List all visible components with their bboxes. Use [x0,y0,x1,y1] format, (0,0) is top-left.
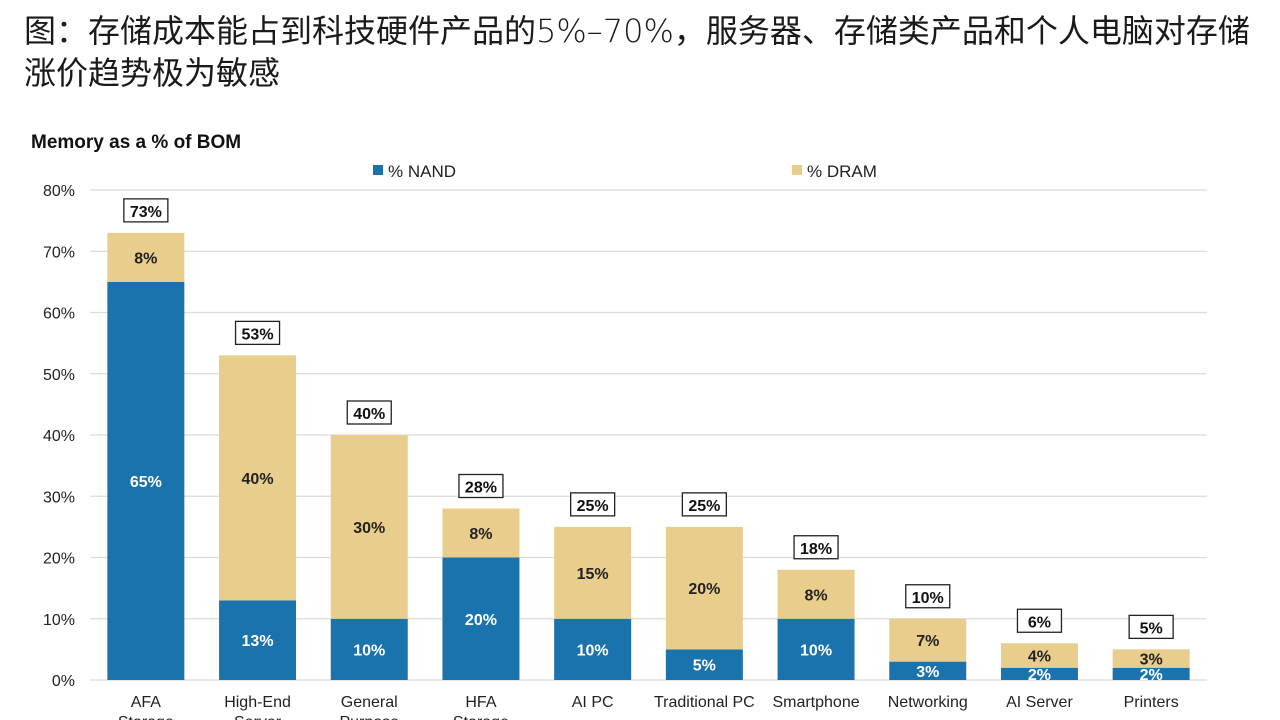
x-tick-label: AFAStorage [118,694,174,720]
legend-label-nand: % NAND [388,162,456,181]
legend-swatch-nand [373,165,383,175]
total-label: 25% [688,498,720,515]
total-label-box [793,535,839,560]
data-label: 15% [577,566,609,583]
data-label: 40% [242,471,274,488]
y-tick-label: 60% [43,306,75,323]
data-label: 2% [1028,667,1051,684]
bar-segment-dram [1000,643,1078,668]
total-label: 53% [242,326,274,343]
total-label-box [1016,608,1063,633]
x-tick-label: High-EndServer [224,694,291,720]
total-label: 10% [912,590,944,607]
x-tick-label: Printers [1124,694,1179,711]
bar-segment-dram [107,232,185,282]
y-tick-label: 40% [43,428,75,445]
data-label: 8% [469,526,492,543]
bar-segment-dram [330,435,408,619]
total-label-box [458,473,504,499]
total-label: 40% [353,406,385,423]
bar-segment-dram [1112,649,1190,668]
total-label: 5% [1140,620,1163,637]
legend-swatch-dram [792,165,802,175]
data-label: 3% [1140,652,1163,669]
y-tick-label: 50% [43,367,75,384]
bar-segment-dram [777,569,855,619]
y-tick-label: 30% [43,489,75,506]
total-label: 73% [130,204,162,221]
data-label: 10% [577,642,609,659]
bar-segment-nand [330,618,408,680]
data-label: 10% [353,642,385,659]
data-label: 5% [693,658,716,675]
data-label: 30% [353,520,385,537]
legend-label-dram: % DRAM [807,162,877,181]
total-label-box [905,584,951,609]
data-label: 20% [688,581,720,598]
bar-segment-nand [554,618,632,680]
y-tick-label: 20% [43,551,75,568]
y-tick-label: 70% [43,244,75,261]
total-label: 6% [1028,614,1051,631]
bar-segment-nand [1000,667,1078,680]
x-tick-label: HFAStorage [453,694,509,720]
bar-segment-nand [442,557,520,680]
data-label: 4% [1028,649,1051,666]
x-tick-label: Networking [888,694,968,711]
y-tick-label: 10% [43,612,75,629]
data-label: 13% [242,633,274,650]
bar-segment-nand [107,281,185,680]
y-tick-label: 80% [43,183,75,200]
total-label: 25% [577,498,609,515]
bar-segment-dram [442,508,520,558]
bar-segment-nand [665,649,743,680]
legend: % NAND % DRAM [373,162,877,181]
data-label: 8% [134,250,157,267]
data-label: 8% [804,587,827,604]
data-label: 7% [916,633,939,650]
total-label-box [681,492,727,517]
data-label: 10% [800,642,832,659]
total-label-box [570,492,616,517]
figure-caption: 图：存储成本能占到科技硬件产品的5%–70%，服务器、存储类产品和个人电脑对存储… [24,12,1250,92]
bar-segment-nand [777,618,855,680]
bar-segment-nand [889,661,967,680]
total-label-box [346,400,392,425]
chart-title: Memory as a % of BOM [31,132,241,153]
x-tick-label: AI PC [572,694,614,711]
x-tick-label: AI Server [1006,694,1073,711]
bar-segment-nand [219,600,297,680]
bar-segment-dram [665,526,743,650]
x-tick-label: GeneralPurpose [339,694,399,720]
data-label: 65% [130,474,162,491]
x-tick-label: Smartphone [772,694,859,711]
data-label: 20% [465,612,497,629]
bar-segment-dram [554,526,632,619]
total-label-box [1128,614,1174,640]
total-label-box [234,320,281,346]
bar-segment-nand [1112,667,1190,680]
y-tick-label: 0% [52,673,75,690]
data-label: 3% [916,664,939,681]
total-label-box [123,198,169,223]
bar-segment-dram [219,355,297,601]
total-label: 28% [465,480,497,497]
x-tick-label: Traditional PC [654,694,755,711]
data-label: 2% [1140,667,1163,684]
total-label: 18% [800,541,832,558]
bar-segment-dram [889,618,967,662]
